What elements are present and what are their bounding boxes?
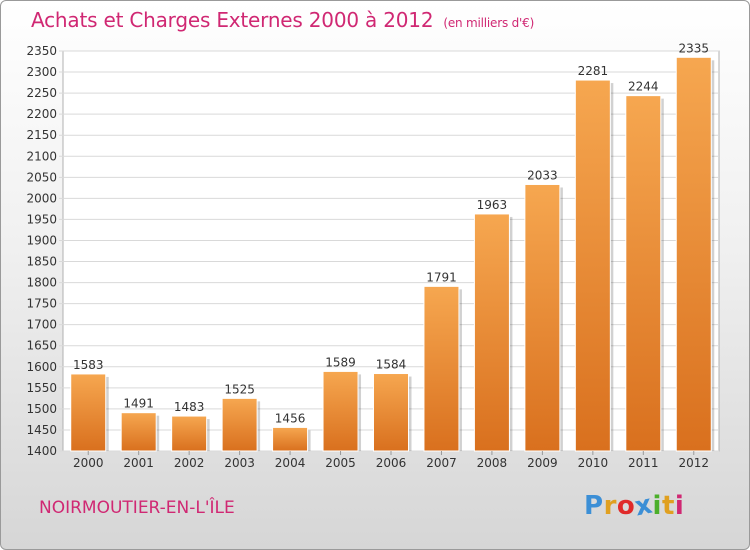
city-name: NOIRMOUTIER-EN-L'ÎLE xyxy=(39,498,235,518)
y-tick-label: 1700 xyxy=(26,318,57,332)
bar-value-label: 1583 xyxy=(73,358,104,372)
bar-value-label: 1491 xyxy=(123,397,154,411)
bar xyxy=(272,426,309,452)
bar xyxy=(221,397,258,452)
logo-letter: o xyxy=(616,491,636,521)
bar xyxy=(171,415,208,452)
bar xyxy=(473,213,510,452)
x-tick-label: 2008 xyxy=(477,456,508,470)
x-tick-label: 2010 xyxy=(578,456,609,470)
bar xyxy=(524,183,561,452)
y-tick-label: 2350 xyxy=(26,44,57,58)
y-tick-label: 1600 xyxy=(26,360,57,374)
bar-value-label: 2335 xyxy=(678,41,709,55)
unit-label: (en milliers d'€) xyxy=(443,16,535,30)
bar-value-label: 1963 xyxy=(477,198,508,212)
bar-value-label: 2033 xyxy=(527,168,558,182)
y-tick-label: 1450 xyxy=(26,423,57,437)
y-tick-label: 2200 xyxy=(26,107,57,121)
bar xyxy=(625,95,662,452)
bar-value-label: 1525 xyxy=(224,382,255,396)
bar xyxy=(373,373,409,452)
x-tick-label: 2007 xyxy=(426,456,457,470)
x-tick-label: 2002 xyxy=(174,456,205,470)
y-tick-label: 2100 xyxy=(26,149,57,163)
x-tick-label: 2006 xyxy=(376,456,407,470)
x-tick-label: 2009 xyxy=(527,456,558,470)
logo-letter: i xyxy=(674,491,685,521)
y-tick-label: 1950 xyxy=(26,212,57,226)
y-tick-label: 1500 xyxy=(26,402,57,416)
chart-title: Achats et Charges Externes 2000 à 2012 (e… xyxy=(31,8,534,32)
y-tick-label: 1550 xyxy=(26,381,57,395)
bar-value-label: 1456 xyxy=(275,411,306,425)
bar xyxy=(423,285,460,452)
bar xyxy=(675,56,712,452)
bar xyxy=(120,412,157,452)
x-tick-label: 2004 xyxy=(275,456,306,470)
bar-value-label: 2244 xyxy=(628,80,659,94)
chart-title-text: Achats et Charges Externes 2000 à 2012 xyxy=(31,8,434,32)
y-tick-label: 2050 xyxy=(26,170,57,184)
proxiti-logo: Proxiti xyxy=(584,490,685,523)
y-tick-label: 1800 xyxy=(26,276,57,290)
x-tick-label: 2005 xyxy=(325,456,356,470)
y-tick-label: 1900 xyxy=(26,233,57,247)
x-tick-label: 2001 xyxy=(123,456,154,470)
logo-letter: r xyxy=(603,491,617,521)
logo-letter: t xyxy=(661,491,675,521)
logo-letter: i xyxy=(652,491,662,521)
y-tick-label: 2000 xyxy=(26,191,57,205)
bar-value-label: 1483 xyxy=(174,400,205,414)
y-tick-label: 2300 xyxy=(26,65,57,79)
x-tick-label: 2000 xyxy=(73,456,104,470)
bar-value-label: 2281 xyxy=(578,64,609,78)
x-tick-label: 2003 xyxy=(224,456,255,470)
x-tick-label: 2012 xyxy=(678,456,709,470)
bar xyxy=(322,370,359,452)
bar xyxy=(70,373,107,452)
y-tick-label: 1850 xyxy=(26,255,57,269)
x-tick-label: 2011 xyxy=(628,456,659,470)
y-tick-label: 2150 xyxy=(26,128,57,142)
bar-value-label: 1589 xyxy=(325,355,356,369)
logo-letter: P xyxy=(584,491,604,521)
y-tick-label: 2250 xyxy=(26,86,57,100)
y-tick-label: 1650 xyxy=(26,339,57,353)
y-tick-label: 1750 xyxy=(26,297,57,311)
bar xyxy=(574,79,611,452)
bar-value-label: 1791 xyxy=(426,270,457,284)
y-tick-label: 1400 xyxy=(26,444,57,458)
bar-value-label: 1584 xyxy=(376,358,407,372)
